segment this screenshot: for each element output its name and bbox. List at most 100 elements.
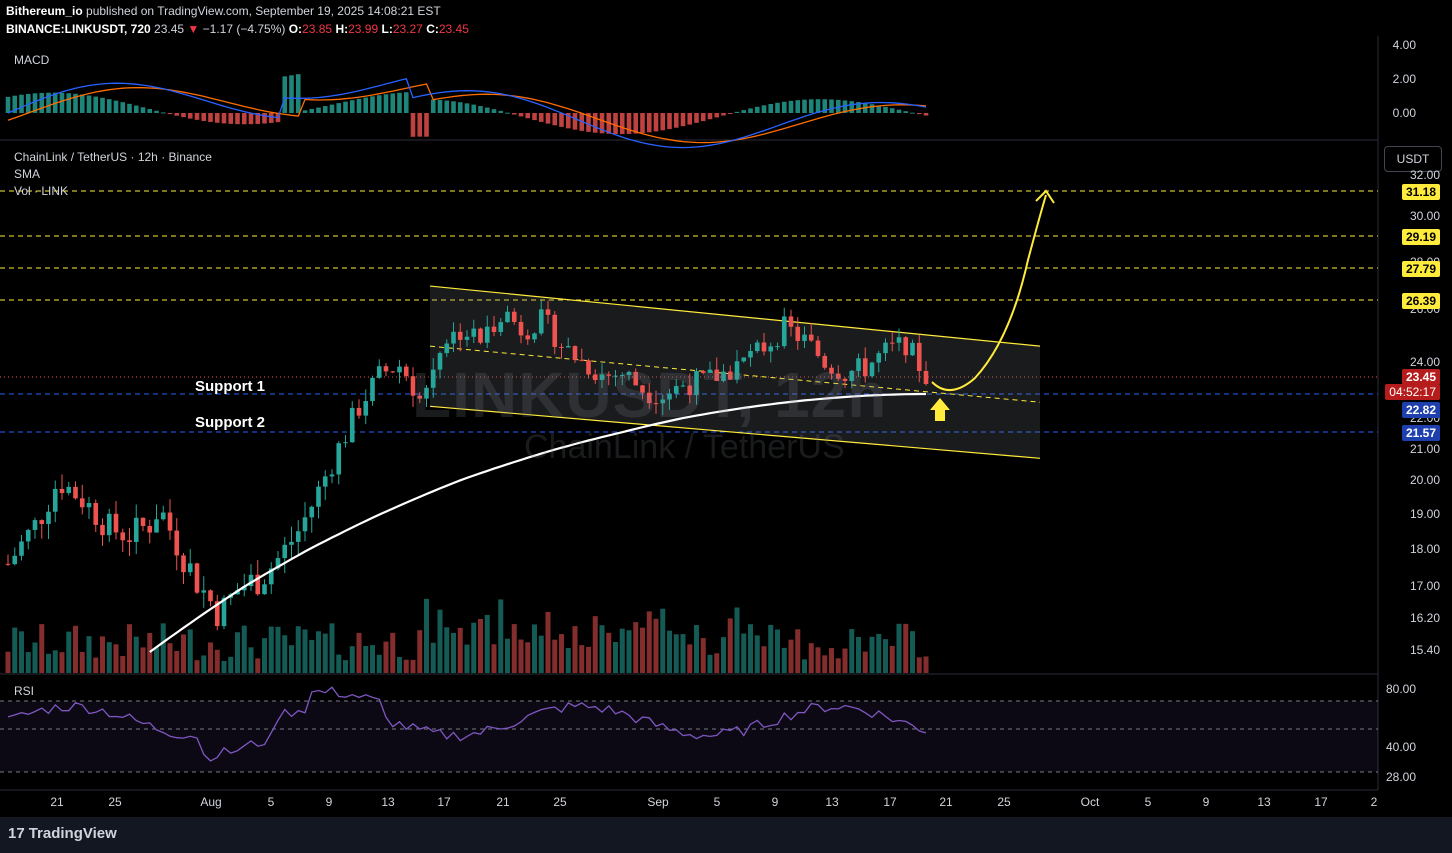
volume-bar xyxy=(687,644,693,673)
volume-bar xyxy=(32,642,38,673)
candle xyxy=(302,502,308,542)
price-change: −1.17 (−4.75%) xyxy=(202,22,286,36)
candle xyxy=(768,342,774,363)
candle xyxy=(208,589,213,607)
volume-bar xyxy=(849,629,855,673)
macd-histogram-bar xyxy=(201,113,207,121)
volume-bar xyxy=(626,630,632,673)
volume-bar xyxy=(896,623,902,673)
publisher-name[interactable]: Bithereum_io xyxy=(6,4,83,18)
macd-signal-line xyxy=(7,83,927,144)
date-tick: 9 xyxy=(325,795,333,809)
macd-histogram-bar xyxy=(140,107,146,113)
rsi-label[interactable]: RSI xyxy=(14,684,35,698)
candle xyxy=(120,528,126,553)
candle xyxy=(532,332,537,343)
volume-bar xyxy=(201,655,207,673)
tradingview-logo[interactable]: 17 TradingView xyxy=(8,825,117,842)
volume-bar xyxy=(424,598,429,673)
candle xyxy=(403,363,409,381)
macd-histogram-bar xyxy=(795,100,801,113)
candle xyxy=(282,536,288,574)
macd-histogram-bar xyxy=(228,113,234,124)
price-tick: 24.00 xyxy=(1409,355,1440,369)
volume-bar xyxy=(322,633,328,673)
volume-bar xyxy=(910,631,915,673)
volume-bar xyxy=(262,638,267,673)
candle xyxy=(721,364,726,383)
symbol-name[interactable]: BINANCE:LINKUSDT, 720 xyxy=(6,22,151,36)
volume-bar xyxy=(633,622,639,673)
candle xyxy=(194,562,200,595)
volume-bar xyxy=(248,647,254,673)
volume-bar xyxy=(538,635,544,673)
candle xyxy=(822,353,828,370)
candle xyxy=(187,548,193,577)
macd-histogram-bar xyxy=(559,113,564,127)
macd-histogram-bar xyxy=(869,104,875,113)
macd-histogram-bar xyxy=(208,113,213,122)
macd-histogram-bar xyxy=(417,113,423,137)
candle xyxy=(390,371,396,374)
macd-histogram-bar xyxy=(268,113,274,123)
volume-bar xyxy=(363,645,369,673)
sma-label[interactable]: SMA xyxy=(14,167,41,181)
rsi-tick: 40.00 xyxy=(1385,740,1416,754)
date-tick: 13 xyxy=(1257,795,1271,809)
candle xyxy=(444,339,450,357)
candle xyxy=(93,499,99,532)
macd-histogram-bar xyxy=(788,100,794,113)
macd-histogram-bar xyxy=(147,109,153,113)
macd-histogram-bar xyxy=(370,96,375,113)
currency-button[interactable]: USDT xyxy=(1384,146,1442,172)
candle xyxy=(397,359,402,384)
date-tick: 2 xyxy=(1370,795,1378,809)
macd-histogram-bar xyxy=(356,98,362,113)
macd-histogram-bar xyxy=(86,95,92,113)
volume-bar xyxy=(86,636,92,673)
macd-histogram-bar xyxy=(505,112,510,114)
macd-histogram-bar xyxy=(687,113,693,125)
macd-histogram-bar xyxy=(451,101,456,113)
macd-histogram-bar xyxy=(640,113,645,134)
candle xyxy=(430,358,436,398)
volume-bar xyxy=(464,644,470,673)
brand-text: TradingView xyxy=(28,825,117,842)
macd-histogram-bar xyxy=(410,113,416,137)
macd-histogram-bar xyxy=(316,107,321,113)
candle xyxy=(133,504,139,555)
volume-bar xyxy=(653,618,659,673)
volume-bar xyxy=(640,627,645,673)
volume-bar xyxy=(160,623,166,673)
volume-bar xyxy=(214,649,220,673)
macd-histogram-bar xyxy=(100,97,105,113)
candle xyxy=(322,470,328,501)
candle xyxy=(889,331,895,352)
publish-info: Bithereum_io published on TradingView.co… xyxy=(6,4,441,18)
candle xyxy=(673,378,679,399)
volume-bar xyxy=(329,623,335,673)
macd-tick: 0.00 xyxy=(1392,106,1416,120)
date-tick: 9 xyxy=(1202,795,1210,809)
candle xyxy=(775,342,780,351)
macd-histogram-bar xyxy=(714,113,720,118)
macd-histogram-bar xyxy=(626,113,632,134)
candle xyxy=(32,517,38,539)
macd-histogram-bar xyxy=(545,113,551,124)
candle xyxy=(694,368,699,405)
volume-bar xyxy=(147,632,153,673)
main-title[interactable]: ChainLink / TetherUS · 12h · Binance xyxy=(14,150,212,164)
macd-histogram-bar xyxy=(106,99,112,113)
price-tick: 21.00 xyxy=(1409,442,1440,456)
candle xyxy=(862,347,868,383)
volume-label[interactable]: Vol · LINK xyxy=(14,184,69,198)
candle xyxy=(248,564,254,591)
candle xyxy=(73,481,78,500)
volume-bar xyxy=(673,634,679,673)
resistance-price-tag: 26.39 xyxy=(1401,293,1440,309)
macd-histogram-bar xyxy=(444,100,450,113)
macd-label[interactable]: MACD xyxy=(14,53,50,67)
volume-bar xyxy=(181,634,186,673)
macd-histogram-bar xyxy=(12,95,18,113)
